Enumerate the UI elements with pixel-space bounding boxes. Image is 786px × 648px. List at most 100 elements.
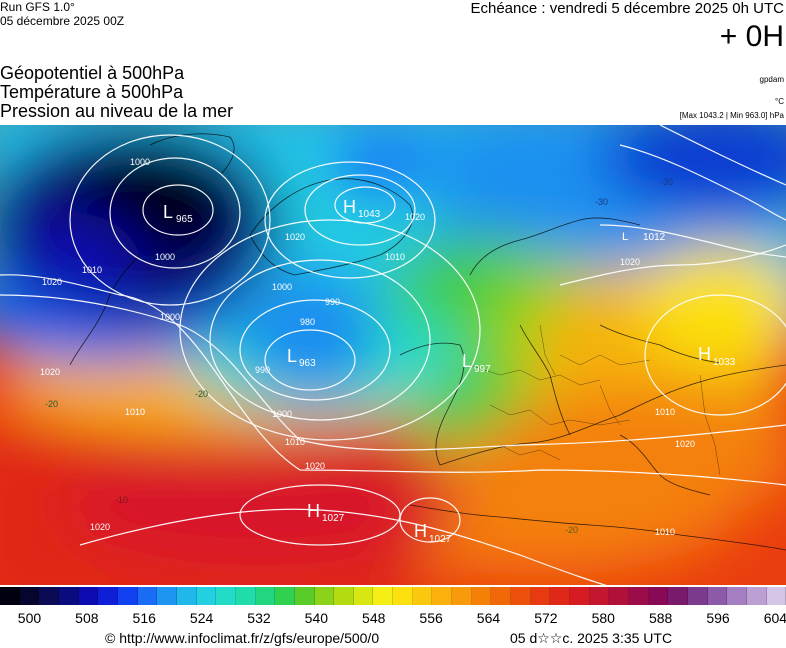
- scale-swatch: [78, 587, 99, 605]
- low-center-997: L 997: [462, 351, 491, 375]
- scale-swatch: [491, 587, 512, 605]
- title-temperature: Température à 500hPa: [0, 82, 184, 102]
- copyright-link[interactable]: © http://www.infoclimat.fr/z/gfs/europe/…: [105, 630, 380, 646]
- isobar-label: 990: [255, 365, 270, 375]
- scale-swatch: [255, 587, 276, 605]
- scale-swatch: [648, 587, 669, 605]
- coastlines: [69, 133, 786, 551]
- high-center-1043: H 1043: [343, 197, 381, 220]
- isobar-label: 1010: [655, 527, 675, 537]
- low-center-963: L 963: [287, 346, 316, 369]
- isobar-label: 1020: [285, 232, 305, 242]
- scale-swatch: [530, 587, 551, 605]
- high-center-1027-africa: H 1027: [414, 521, 452, 545]
- high-symbol: H: [414, 521, 427, 541]
- high-value: 1033: [713, 357, 736, 368]
- high-value: 1027: [322, 513, 345, 524]
- low-symbol: L: [462, 351, 472, 371]
- unit-geopotential: gpdam: [759, 75, 784, 84]
- scale-swatch: [668, 587, 688, 605]
- isobar-label: 1020: [405, 212, 425, 222]
- scale-tick-label: 564: [476, 610, 501, 626]
- geopotential-field: [0, 125, 786, 585]
- scale-swatch: [0, 587, 20, 605]
- scale-swatch: [137, 587, 158, 605]
- high-center-1027-atlantic: H 1027: [307, 501, 345, 524]
- scale-swatch: [294, 587, 315, 605]
- low-symbol: L: [287, 346, 297, 366]
- scale-swatch: [157, 587, 177, 605]
- isotherm-labels: -20 -20 -30 -30 -20 -10: [45, 177, 673, 535]
- forecast-time: Echéance : vendredi 5 décembre 2025 0h U…: [470, 0, 784, 17]
- pressure-centers: L 965 H 1043 L 963 L 997 H 1033 H 1027 H…: [163, 197, 736, 545]
- low-value: 965: [176, 214, 193, 225]
- scale-tick-label: 548: [362, 610, 386, 626]
- scale-tick-label: 556: [419, 610, 443, 626]
- pressure-range: [Max 1043.2 | Min 963.0] hPa: [679, 111, 784, 120]
- scale-swatch: [727, 587, 747, 605]
- scale-swatch: [609, 587, 629, 605]
- isobars: [0, 125, 786, 585]
- run-label: Run GFS 1.0°: [0, 0, 75, 14]
- scale-tick-label: 588: [648, 610, 673, 626]
- scale-tick-label: 508: [75, 610, 99, 626]
- scale-swatch: [589, 587, 610, 605]
- isobar-label: 1010: [285, 437, 305, 447]
- low-symbol: L: [163, 202, 173, 222]
- scale-swatch: [334, 587, 354, 605]
- title-pressure: Pression au niveau de la mer: [0, 101, 234, 121]
- scale-swatch: [98, 587, 118, 605]
- isobar-label: 1020: [40, 367, 60, 377]
- scale-swatch: [471, 587, 492, 605]
- scale-tick-label: 572: [534, 610, 558, 626]
- scale-swatch: [412, 587, 433, 605]
- scale-swatch: [452, 587, 472, 605]
- isobar-label: 1000: [160, 312, 180, 322]
- scale-swatch: [550, 587, 571, 605]
- scale-swatch: [766, 587, 786, 605]
- scale-swatch: [432, 587, 453, 605]
- country-borders: [469, 324, 721, 476]
- scale-swatch: [707, 587, 728, 605]
- isotherm-label: -30: [660, 177, 673, 187]
- isobar-label: 1020: [675, 439, 695, 449]
- low-symbol: L: [622, 231, 628, 243]
- scale-swatch: [353, 587, 374, 605]
- isobar-label: 1020: [620, 257, 640, 267]
- weather-map[interactable]: 1000 1000 1010 1020 1020 1010 1000 990 9…: [0, 125, 786, 585]
- high-value: 1043: [358, 209, 381, 220]
- isobar-label: 980: [300, 317, 315, 327]
- scale-swatch: [216, 587, 236, 605]
- scale-tick-label: 524: [189, 610, 214, 626]
- isobar-labels: 1000 1000 1010 1020 1020 1010 1000 990 9…: [40, 157, 695, 537]
- scale-swatch: [746, 587, 767, 605]
- isobar-label: 990: [325, 297, 340, 307]
- isobar-label: 1010: [655, 407, 675, 417]
- isotherm-label: -20: [565, 525, 578, 535]
- high-symbol: H: [698, 344, 711, 364]
- isotherm-label: -20: [195, 389, 208, 399]
- low-value: 997: [474, 364, 491, 375]
- title-geopotential: Géopotentiel à 500hPa: [0, 63, 185, 83]
- high-center-1033: H 1033: [698, 344, 736, 368]
- isobar-label: 1000: [272, 282, 292, 292]
- scale-swatch: [117, 587, 138, 605]
- low-center-1012: L 1012: [622, 231, 666, 243]
- isobar-label: 1020: [305, 461, 325, 471]
- high-symbol: H: [307, 501, 320, 521]
- scale-swatch: [687, 587, 708, 605]
- scale-tick-label: 540: [304, 610, 329, 626]
- isobar-label: 1010: [385, 252, 405, 262]
- high-symbol: H: [343, 197, 356, 217]
- render-timestamp: 05 d☆☆c. 2025 3:35 UTC: [510, 630, 673, 646]
- scale-swatch: [176, 587, 197, 605]
- isobar-label: 1000: [155, 252, 175, 262]
- scale-swatch: [314, 587, 335, 605]
- isobar-label: 1000: [130, 157, 150, 167]
- scale-tick-label: 516: [132, 610, 156, 626]
- scale-swatch: [196, 587, 217, 605]
- scale-swatch: [393, 587, 413, 605]
- scale-swatch: [19, 587, 40, 605]
- color-scale-bar: [0, 587, 786, 605]
- scale-swatch: [629, 587, 649, 605]
